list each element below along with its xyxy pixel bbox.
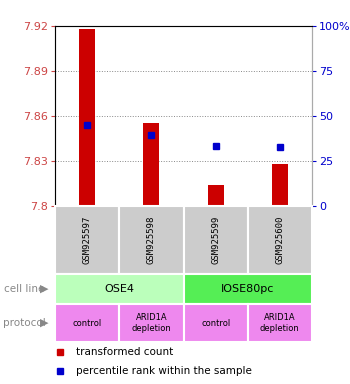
Text: control: control	[72, 318, 102, 328]
Bar	[119, 304, 183, 342]
Text: cell line: cell line	[4, 284, 44, 294]
Bar	[55, 304, 119, 342]
Bar	[248, 206, 312, 274]
Text: ARID1A
depletion: ARID1A depletion	[132, 313, 171, 333]
Text: transformed count: transformed count	[76, 346, 173, 356]
Text: ▶: ▶	[40, 318, 48, 328]
Text: ▶: ▶	[40, 284, 48, 294]
Bar	[183, 206, 248, 274]
Text: IOSE80pc: IOSE80pc	[221, 284, 274, 294]
Bar	[248, 304, 312, 342]
Text: percentile rank within the sample: percentile rank within the sample	[76, 366, 251, 376]
Bar	[208, 185, 224, 206]
Text: OSE4: OSE4	[104, 284, 134, 294]
Text: GSM925597: GSM925597	[83, 216, 92, 264]
Text: control: control	[201, 318, 230, 328]
Bar	[119, 206, 183, 274]
Bar	[144, 123, 159, 206]
Bar	[272, 164, 288, 206]
Text: GSM925599: GSM925599	[211, 216, 220, 264]
Bar	[183, 274, 312, 304]
Bar	[183, 304, 248, 342]
Bar	[55, 274, 183, 304]
Text: ARID1A
depletion: ARID1A depletion	[260, 313, 300, 333]
Text: GSM925598: GSM925598	[147, 216, 156, 264]
Text: GSM925600: GSM925600	[275, 216, 284, 264]
Bar	[55, 206, 119, 274]
Text: protocol: protocol	[4, 318, 46, 328]
Bar	[79, 29, 95, 206]
